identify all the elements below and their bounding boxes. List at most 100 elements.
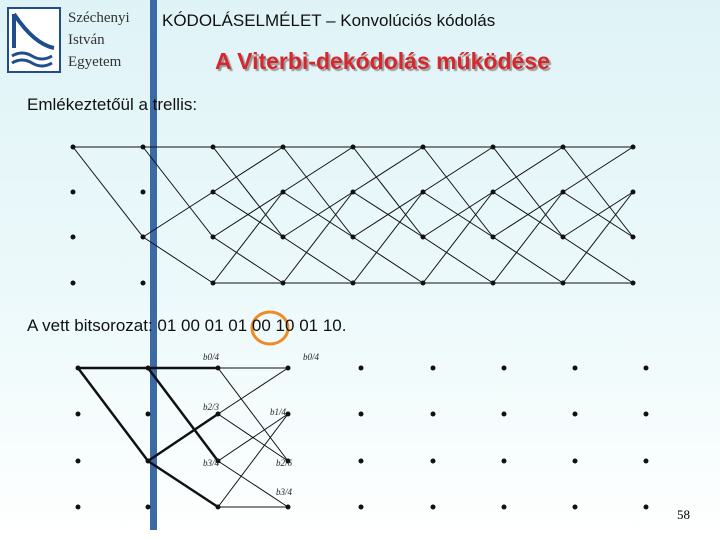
trellis-node xyxy=(210,280,216,286)
trellis-edge xyxy=(422,236,494,284)
trellis-node xyxy=(70,234,76,240)
trellis-node xyxy=(572,504,578,510)
trellis-edge xyxy=(492,236,564,284)
trellis-node xyxy=(490,189,496,195)
trellis-node xyxy=(285,504,291,510)
trellis-node xyxy=(145,504,151,510)
trellis-node xyxy=(210,189,216,195)
trellis-node xyxy=(572,411,578,417)
trellis-node xyxy=(210,144,216,150)
trellis-node xyxy=(215,365,221,371)
trellis-edge xyxy=(147,459,219,509)
trellis-node xyxy=(280,189,286,195)
trellis-edge xyxy=(562,146,634,238)
trellis-node xyxy=(70,280,76,286)
trellis-label: b2/3 xyxy=(203,402,220,412)
trellis-node xyxy=(490,234,496,240)
trellis-node xyxy=(350,189,356,195)
trellis-node xyxy=(643,411,649,417)
body-text: A vett bitsorozat: 01 00 01 01 00 10 01 … xyxy=(27,316,347,335)
trellis-top xyxy=(70,144,636,286)
trellis-edge xyxy=(217,413,289,508)
page-number: 58 xyxy=(677,507,690,522)
university-line: Egyetem xyxy=(68,54,122,70)
trellis-node xyxy=(560,280,566,286)
trellis-node xyxy=(643,458,649,464)
trellis-node xyxy=(501,504,507,510)
trellis-edge xyxy=(212,191,284,238)
trellis-edge xyxy=(212,146,284,193)
trellis-edge xyxy=(492,191,564,238)
trellis-label: b0/4 xyxy=(303,352,320,362)
trellis-node xyxy=(430,365,436,371)
trellis-edge xyxy=(352,146,424,238)
trellis-edge xyxy=(142,191,214,238)
trellis-node xyxy=(358,504,364,510)
trellis-node xyxy=(280,234,286,240)
trellis-node xyxy=(145,458,151,464)
trellis-edge xyxy=(352,191,424,284)
trellis-edge xyxy=(282,146,354,193)
trellis-edge xyxy=(212,191,284,284)
trellis-edge xyxy=(77,367,149,462)
trellis-label: b2/6 xyxy=(276,458,293,468)
trellis-edge xyxy=(422,146,494,193)
trellis-edge xyxy=(422,146,494,238)
trellis-node xyxy=(420,189,426,195)
trellis-node xyxy=(643,365,649,371)
body-text: Emlékeztetőül a trellis: xyxy=(27,95,198,114)
trellis-node xyxy=(420,280,426,286)
trellis-node xyxy=(430,411,436,417)
trellis-node xyxy=(501,365,507,371)
trellis-node xyxy=(145,411,151,417)
trellis-edge xyxy=(217,367,289,415)
trellis-edge xyxy=(212,236,284,284)
trellis-edge xyxy=(282,146,354,238)
trellis-node xyxy=(560,189,566,195)
trellis-label: b1/4 xyxy=(270,407,287,417)
trellis-edge xyxy=(562,146,634,193)
trellis-node xyxy=(630,234,636,240)
trellis-edge xyxy=(217,460,289,508)
trellis-edge xyxy=(282,191,354,284)
trellis-edge xyxy=(492,191,564,284)
trellis-node xyxy=(430,458,436,464)
slide-title: A Viterbi-dekódolás működése xyxy=(215,48,550,74)
trellis-node xyxy=(215,504,221,510)
trellis-node xyxy=(630,189,636,195)
trellis-edge xyxy=(212,146,284,238)
trellis-node xyxy=(358,365,364,371)
trellis-node xyxy=(572,365,578,371)
trellis-node xyxy=(140,234,146,240)
trellis-edge xyxy=(562,236,634,284)
trellis-node xyxy=(630,280,636,286)
trellis-edge xyxy=(217,413,289,462)
trellis-node xyxy=(210,234,216,240)
trellis-edge xyxy=(492,146,564,193)
trellis-node xyxy=(501,411,507,417)
trellis-node xyxy=(420,144,426,150)
university-line: Széchenyi xyxy=(68,10,130,26)
trellis-label: b3/4 xyxy=(276,487,293,497)
trellis-edge xyxy=(147,412,219,463)
trellis-label: b0/4 xyxy=(203,352,220,362)
trellis-edge xyxy=(72,146,144,238)
trellis-node xyxy=(140,189,146,195)
trellis-node xyxy=(140,280,146,286)
trellis-node xyxy=(280,144,286,150)
vertical-bar xyxy=(150,0,157,530)
trellis-edge xyxy=(282,191,354,238)
trellis-node xyxy=(358,411,364,417)
trellis-node xyxy=(285,411,291,417)
trellis-edge xyxy=(422,191,494,238)
logo xyxy=(7,7,61,73)
trellis-edge xyxy=(147,367,219,462)
trellis-node xyxy=(490,144,496,150)
trellis-node xyxy=(350,234,356,240)
trellis-node xyxy=(285,365,291,371)
trellis-edge xyxy=(562,191,634,284)
trellis-node xyxy=(560,234,566,240)
trellis-edge xyxy=(352,191,424,238)
